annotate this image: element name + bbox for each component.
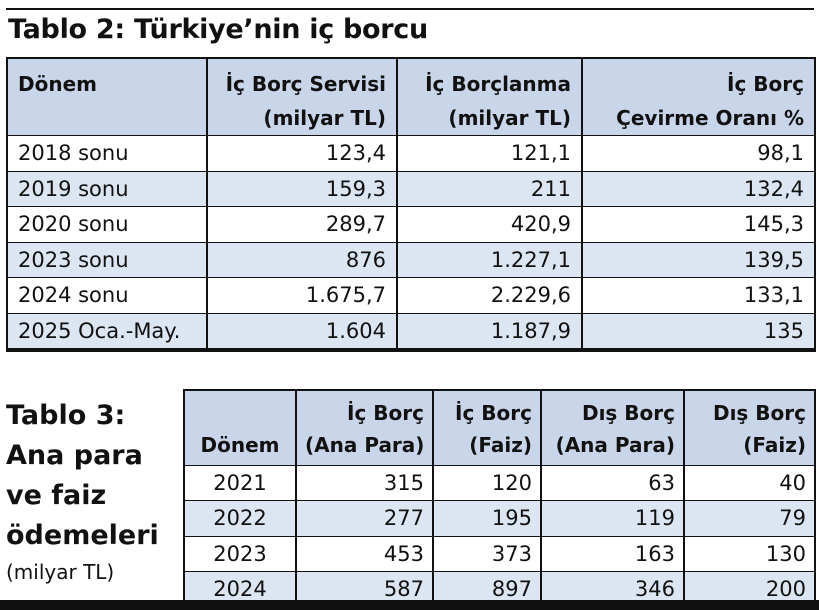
cell-period: 2024 sonu [7,277,207,313]
table2-title: Tablo 2: Türkiye’nin iç borcu [8,14,428,45]
table3-title: Tablo 3: Ana para ve faiz ödemeleri (mil… [6,396,184,586]
cell-external-principal: 119 [540,500,684,536]
cell-period: 2018 sonu [7,135,207,171]
cell-rollover-ratio: 139,5 [581,241,815,278]
cell-domestic-principal: 315 [295,464,433,501]
cell-debt-service: 159,3 [206,170,397,207]
cell-domestic-interest: 120 [432,464,541,501]
cell-external-principal: 163 [540,535,684,572]
cell-domestic-principal: 277 [295,500,433,536]
cell-debt-service: 1.675,7 [206,277,397,313]
cell-borrowing: 121,1 [396,135,582,171]
top-rule [6,8,814,10]
table-row: 2024 sonu 1.675,7 2.229,6 133,1 [7,277,815,313]
cell-period: 2022 [183,500,296,536]
cell-borrowing: 1.187,9 [396,312,582,350]
cell-debt-service: 289,7 [206,206,397,242]
cell-borrowing: 2.229,6 [396,277,582,313]
cell-rollover-ratio: 145,3 [581,206,815,242]
header-external-interest: Dış Borç (Faiz) [683,390,815,465]
cell-period: 2020 sonu [7,206,207,242]
table-row: 2021 315 120 63 40 [183,464,815,501]
cell-rollover-ratio: 98,1 [581,135,815,171]
table-row: 2023 sonu 876 1.227,1 139,5 [7,241,815,278]
cell-period: 2019 sonu [7,170,207,207]
cell-debt-service: 1.604 [206,312,397,350]
header-domestic-interest: İç Borç (Faiz) [432,390,541,465]
cell-external-interest: 130 [683,535,815,572]
header-external-principal: Dış Borç (Ana Para) [540,390,684,465]
cell-domestic-principal: 453 [295,535,433,572]
header-borrowing: İç Borçlanma (milyar TL) [396,58,582,136]
table-row: 2025 Oca.-May. 1.604 1.187,9 135 [7,312,815,350]
cell-debt-service: 123,4 [206,135,397,171]
cell-borrowing: 211 [396,170,582,207]
table3-title-line: ve faiz [6,480,107,511]
table3-header-row: Dönem İç Borç (Ana Para) İç Borç (Faiz) Dı… [183,390,815,465]
cell-external-interest: 79 [683,500,815,536]
cell-period: 2023 sonu [7,241,207,278]
table3-unit: (milyar TL) [6,560,115,584]
table-row: 2020 sonu 289,7 420,9 145,3 [7,206,815,242]
header-period: Dönem [7,58,207,136]
payments-table: Dönem İç Borç (Ana Para) İç Borç (Faiz) Dı… [183,389,816,607]
internal-debt-table: Dönem İç Borç Servisi (milyar TL) İç Borç… [6,57,816,352]
table-row: 2023 453 373 163 130 [183,535,815,572]
table-row: 2019 sonu 159,3 211 132,4 [7,170,815,207]
cell-debt-service: 876 [206,241,397,278]
table3-title-line: ödemeleri [6,520,159,551]
cell-borrowing: 1.227,1 [396,241,582,278]
cell-period: 2021 [183,464,296,501]
cell-borrowing: 420,9 [396,206,582,242]
cell-period: 2023 [183,535,296,572]
table-row: 2018 sonu 123,4 121,1 98,1 [7,135,815,171]
cell-domestic-interest: 373 [432,535,541,572]
header-period: Dönem [183,390,296,465]
table3-title-line: Tablo 3: [6,400,126,431]
header-rollover-ratio: İç Borç Çevirme Oranı % [581,58,815,136]
table-row: 2022 277 195 119 79 [183,500,815,536]
cell-rollover-ratio: 132,4 [581,170,815,207]
cell-external-principal: 63 [540,464,684,501]
bottom-rule [0,600,819,610]
table2-header-row: Dönem İç Borç Servisi (milyar TL) İç Borç… [7,58,815,136]
cell-rollover-ratio: 135 [581,312,815,350]
cell-domestic-interest: 195 [432,500,541,536]
cell-rollover-ratio: 133,1 [581,277,815,313]
header-debt-service: İç Borç Servisi (milyar TL) [206,58,397,136]
header-domestic-principal: İç Borç (Ana Para) [295,390,433,465]
table3-title-line: Ana para [6,440,143,471]
cell-external-interest: 40 [683,464,815,501]
cell-period: 2025 Oca.-May. [7,312,207,350]
